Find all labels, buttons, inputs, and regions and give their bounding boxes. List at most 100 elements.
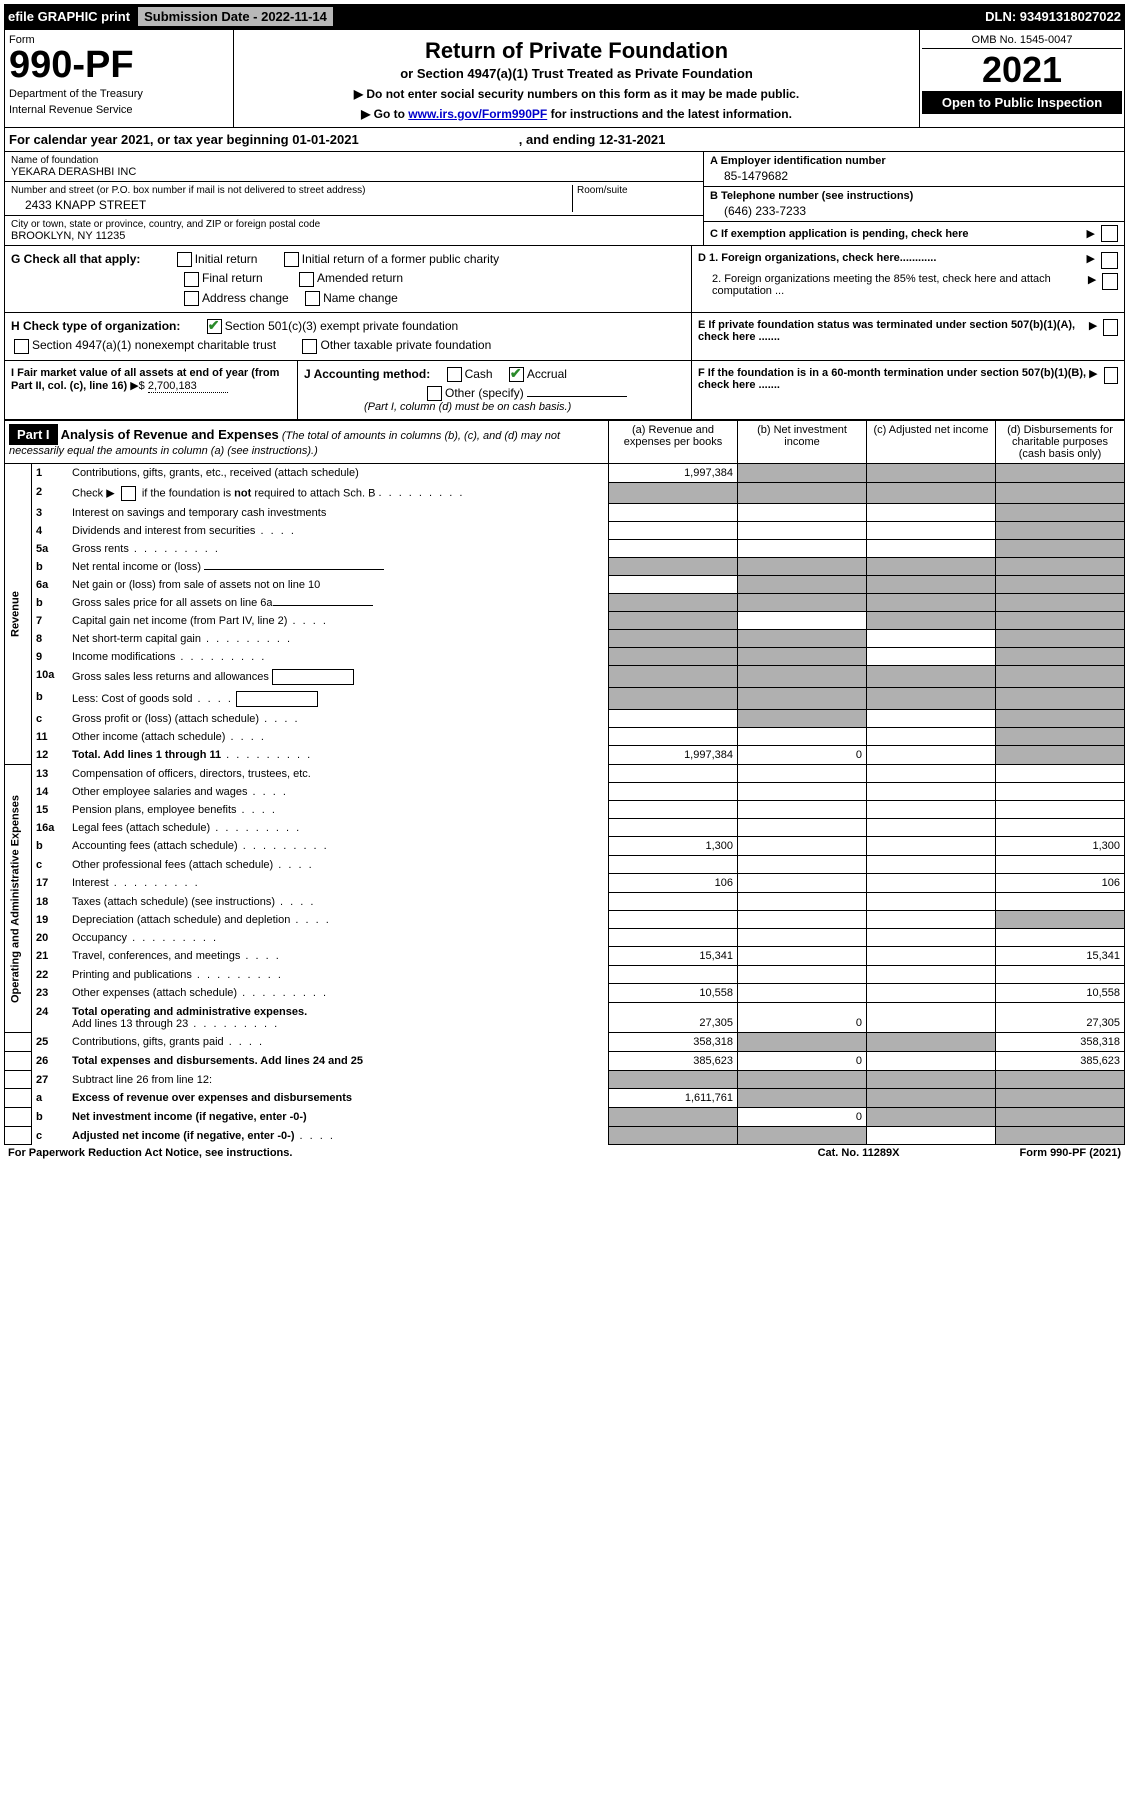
part1-label: Part I xyxy=(9,424,58,445)
table-row: 6aNet gain or (loss) from sale of assets… xyxy=(5,576,1125,594)
paperwork-notice: For Paperwork Reduction Act Notice, see … xyxy=(8,1147,292,1159)
table-row: aExcess of revenue over expenses and dis… xyxy=(5,1089,1125,1108)
table-row: 3Interest on savings and temporary cash … xyxy=(5,504,1125,522)
phone-label: B Telephone number (see instructions) xyxy=(710,190,1118,202)
submission-date: Submission Date - 2022-11-14 xyxy=(138,7,333,26)
box-d: D 1. Foreign organizations, check here..… xyxy=(691,246,1124,312)
g-address-checkbox[interactable] xyxy=(184,291,199,306)
h-501c3-checkbox[interactable] xyxy=(207,319,222,334)
table-row: cGross profit or (loss) (attach schedule… xyxy=(5,710,1125,728)
table-row: 10aGross sales less returns and allowanc… xyxy=(5,666,1125,688)
form-subtitle: or Section 4947(a)(1) Trust Treated as P… xyxy=(244,66,909,81)
table-row: 15Pension plans, employee benefits xyxy=(5,801,1125,819)
e-checkbox[interactable] xyxy=(1103,319,1118,336)
g-final-checkbox[interactable] xyxy=(184,272,199,287)
g-initial-checkbox[interactable] xyxy=(177,252,192,267)
e-label: E If private foundation status was termi… xyxy=(698,319,1089,343)
efile-label: efile GRAPHIC print xyxy=(8,9,130,24)
cat-number: Cat. No. 11289X xyxy=(818,1147,900,1159)
expenses-vert-label: Operating and Administrative Expenses xyxy=(5,765,32,1033)
table-row: 24Total operating and administrative exp… xyxy=(5,1003,1125,1033)
cal-year-end: , and ending 12-31-2021 xyxy=(519,132,666,147)
irs-link[interactable]: www.irs.gov/Form990PF xyxy=(408,107,547,121)
foundation-name: YEKARA DERASHBI INC xyxy=(11,166,697,178)
j-accrual-checkbox[interactable] xyxy=(509,367,524,382)
d1-checkbox[interactable] xyxy=(1101,252,1118,269)
open-public: Open to Public Inspection xyxy=(922,91,1122,114)
d2-label: 2. Foreign organizations meeting the 85%… xyxy=(712,273,1088,297)
table-row: 12Total. Add lines 1 through 111,997,384… xyxy=(5,746,1125,765)
dept-treasury: Department of the Treasury xyxy=(9,88,229,100)
ssn-note: ▶ Do not enter social security numbers o… xyxy=(244,87,909,101)
g-name-checkbox[interactable] xyxy=(305,291,320,306)
calendar-year-row: For calendar year 2021, or tax year begi… xyxy=(4,128,1125,152)
section-h-e: H Check type of organization: Section 50… xyxy=(4,313,1125,361)
form-footer-label: Form 990-PF (2021) xyxy=(1020,1147,1122,1159)
table-row: 4Dividends and interest from securities xyxy=(5,522,1125,540)
j-label: J Accounting method: xyxy=(304,367,430,381)
name-label: Name of foundation xyxy=(11,155,697,166)
entity-left: Name of foundation YEKARA DERASHBI INC N… xyxy=(5,152,703,245)
j-other-checkbox[interactable] xyxy=(427,386,442,401)
header-left: Form 990-PF Department of the Treasury I… xyxy=(5,30,234,127)
table-row: 27Subtract line 26 from line 12: xyxy=(5,1071,1125,1089)
phone-cell: B Telephone number (see instructions) (6… xyxy=(704,187,1124,222)
h-4947-checkbox[interactable] xyxy=(14,339,29,354)
table-row: 19Depreciation (attach schedule) and dep… xyxy=(5,911,1125,929)
ein-cell: A Employer identification number 85-1479… xyxy=(704,152,1124,187)
table-row: 22Printing and publications xyxy=(5,966,1125,984)
g-amended-checkbox[interactable] xyxy=(299,272,314,287)
street-address: 2433 KNAPP STREET xyxy=(11,196,572,212)
exemption-checkbox[interactable] xyxy=(1101,225,1118,242)
top-bar: efile GRAPHIC print Submission Date - 20… xyxy=(4,4,1125,29)
table-row: 11Other income (attach schedule) xyxy=(5,728,1125,746)
table-row: bNet rental income or (loss) xyxy=(5,558,1125,576)
h-other-checkbox[interactable] xyxy=(302,339,317,354)
part1-title: Analysis of Revenue and Expenses xyxy=(61,427,279,442)
table-row: 14Other employee salaries and wages xyxy=(5,783,1125,801)
table-row: bNet investment income (if negative, ent… xyxy=(5,1108,1125,1127)
col-b-header: (b) Net investment income xyxy=(738,421,867,464)
addr-cell: Number and street (or P.O. box number if… xyxy=(5,182,703,216)
entity-right: A Employer identification number 85-1479… xyxy=(703,152,1124,245)
city-cell: City or town, state or province, country… xyxy=(5,216,703,245)
table-row: 5aGross rents xyxy=(5,540,1125,558)
f-checkbox[interactable] xyxy=(1104,367,1118,384)
d2-checkbox[interactable] xyxy=(1102,273,1118,290)
part1-table: Part I Analysis of Revenue and Expenses … xyxy=(4,420,1125,1145)
table-row: bLess: Cost of goods sold xyxy=(5,688,1125,710)
box-i: I Fair market value of all assets at end… xyxy=(5,361,297,420)
h-label: H Check type of organization: xyxy=(11,319,180,333)
f-label: F If the foundation is in a 60-month ter… xyxy=(698,367,1089,391)
table-row: 25Contributions, gifts, grants paid358,3… xyxy=(5,1033,1125,1052)
table-row: 23Other expenses (attach schedule)10,558… xyxy=(5,984,1125,1003)
dln-label: DLN: 93491318027022 xyxy=(985,9,1121,24)
table-row: 18Taxes (attach schedule) (see instructi… xyxy=(5,893,1125,911)
room-label: Room/suite xyxy=(577,185,697,196)
table-row: cAdjusted net income (if negative, enter… xyxy=(5,1127,1125,1145)
ein-label: A Employer identification number xyxy=(710,155,1118,167)
city-label: City or town, state or province, country… xyxy=(11,219,697,230)
irs-label: Internal Revenue Service xyxy=(9,104,229,116)
phone-value: (646) 233-7233 xyxy=(710,202,1118,218)
tax-year: 2021 xyxy=(922,49,1122,91)
table-row: 20Occupancy xyxy=(5,929,1125,947)
table-row: 8Net short-term capital gain xyxy=(5,630,1125,648)
j-note: (Part I, column (d) must be on cash basi… xyxy=(364,401,685,413)
g-initial-public-checkbox[interactable] xyxy=(284,252,299,267)
exemption-cell: C If exemption application is pending, c… xyxy=(704,222,1124,245)
table-row: bAccounting fees (attach schedule)1,3001… xyxy=(5,837,1125,856)
table-row: cOther professional fees (attach schedul… xyxy=(5,856,1125,874)
form-title: Return of Private Foundation xyxy=(244,38,909,64)
ein-value: 85-1479682 xyxy=(710,167,1118,183)
j-cash-checkbox[interactable] xyxy=(447,367,462,382)
col-c-header: (c) Adjusted net income xyxy=(867,421,996,464)
header-center: Return of Private Foundation or Section … xyxy=(234,30,919,127)
table-row: 2 Check ▶ if the foundation is not requi… xyxy=(5,483,1125,504)
section-g-d: G Check all that apply: Initial return I… xyxy=(4,246,1125,313)
exemption-label: C If exemption application is pending, c… xyxy=(710,228,969,240)
form-number: 990-PF xyxy=(9,46,229,84)
schb-checkbox[interactable] xyxy=(121,486,136,501)
box-g: G Check all that apply: Initial return I… xyxy=(5,246,691,312)
name-cell: Name of foundation YEKARA DERASHBI INC xyxy=(5,152,703,182)
